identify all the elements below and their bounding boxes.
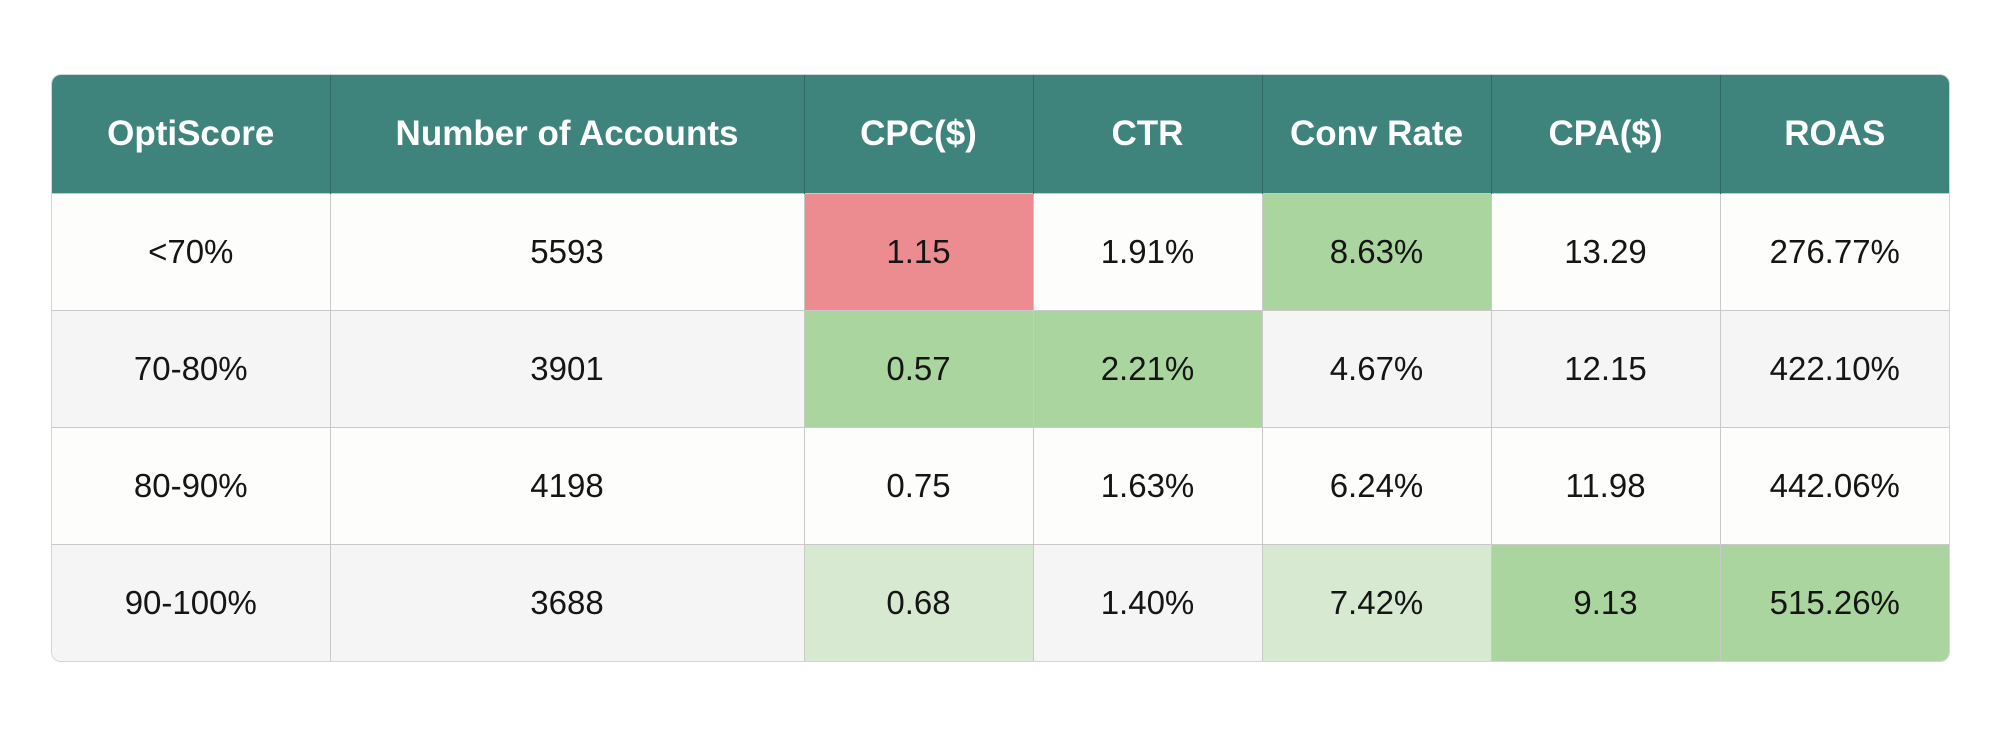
cell-number-of-accounts: 5593 bbox=[330, 192, 805, 310]
cell-conv-rate: 7.42% bbox=[1262, 543, 1492, 661]
table-row: 80-90% 4198 0.75 1.63% 6.24% 11.98 442.0… bbox=[52, 426, 1949, 544]
cell-optiscore: 80-90% bbox=[52, 426, 331, 544]
cell-cpc: 0.75 bbox=[804, 426, 1034, 544]
table-row: 70-80% 3901 0.57 2.21% 4.67% 12.15 422.1… bbox=[52, 309, 1949, 427]
cell-roas: 276.77% bbox=[1720, 192, 1949, 310]
table-row: <70% 5593 1.15 1.91% 8.63% 13.29 276.77% bbox=[52, 192, 1949, 310]
cell-cpa: 9.13 bbox=[1491, 543, 1721, 661]
cell-roas: 515.26% bbox=[1720, 543, 1949, 661]
column-header-optiscore: OptiScore bbox=[52, 75, 331, 193]
column-header-cpc: CPC($) bbox=[804, 75, 1034, 193]
table-row: 90-100% 3688 0.68 1.40% 7.42% 9.13 515.2… bbox=[52, 543, 1949, 661]
cell-number-of-accounts: 3901 bbox=[330, 309, 805, 427]
cell-cpc: 1.15 bbox=[804, 192, 1034, 310]
performance-table-container: OptiScore Number of Accounts CPC($) CTR … bbox=[51, 74, 1950, 662]
column-header-number-of-accounts: Number of Accounts bbox=[330, 75, 805, 193]
cell-number-of-accounts: 3688 bbox=[330, 543, 805, 661]
column-header-roas: ROAS bbox=[1720, 75, 1949, 193]
cell-conv-rate: 8.63% bbox=[1262, 192, 1492, 310]
cell-conv-rate: 4.67% bbox=[1262, 309, 1492, 427]
cell-roas: 422.10% bbox=[1720, 309, 1949, 427]
cell-ctr: 1.40% bbox=[1033, 543, 1263, 661]
header-row: OptiScore Number of Accounts CPC($) CTR … bbox=[52, 75, 1949, 193]
cell-ctr: 1.63% bbox=[1033, 426, 1263, 544]
cell-cpa: 13.29 bbox=[1491, 192, 1721, 310]
optiscore-performance-table: OptiScore Number of Accounts CPC($) CTR … bbox=[52, 75, 1949, 661]
cell-optiscore: 70-80% bbox=[52, 309, 331, 427]
cell-cpc: 0.57 bbox=[804, 309, 1034, 427]
cell-optiscore: <70% bbox=[52, 192, 331, 310]
column-header-conv-rate: Conv Rate bbox=[1262, 75, 1492, 193]
cell-roas: 442.06% bbox=[1720, 426, 1949, 544]
cell-conv-rate: 6.24% bbox=[1262, 426, 1492, 544]
cell-number-of-accounts: 4198 bbox=[330, 426, 805, 544]
column-header-ctr: CTR bbox=[1033, 75, 1263, 193]
cell-cpa: 11.98 bbox=[1491, 426, 1721, 544]
cell-cpc: 0.68 bbox=[804, 543, 1034, 661]
cell-cpa: 12.15 bbox=[1491, 309, 1721, 427]
cell-optiscore: 90-100% bbox=[52, 543, 331, 661]
cell-ctr: 1.91% bbox=[1033, 192, 1263, 310]
column-header-cpa: CPA($) bbox=[1491, 75, 1721, 193]
cell-ctr: 2.21% bbox=[1033, 309, 1263, 427]
